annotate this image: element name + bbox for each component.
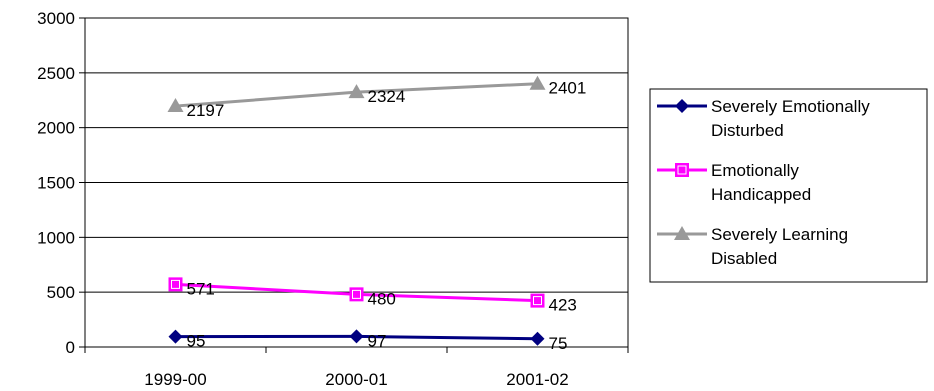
plot-area-border	[84, 17, 629, 348]
y-tick-label: 3000	[37, 9, 75, 28]
data-label: 2401	[549, 79, 587, 98]
data-point-2-2	[529, 75, 546, 90]
data-point-2-0	[167, 98, 184, 113]
axes: 0 500 1000 1500 2000 2500 3000 1999-00 2000-01 20…	[37, 9, 629, 389]
y-tick-label: 2500	[37, 64, 75, 83]
data-label: 95	[187, 332, 206, 351]
y-tick-label: 2000	[37, 119, 75, 138]
data-point-1-2-inner	[533, 296, 542, 306]
data-point-1-1	[349, 287, 364, 302]
data-label: 97	[368, 331, 387, 350]
data-point-1-1-inner	[352, 289, 361, 299]
series-group	[167, 75, 546, 346]
data-point-1-0	[168, 277, 183, 292]
data-label: 480	[368, 289, 396, 308]
data-label: 423	[549, 296, 577, 315]
data-labels: 95 97 75 571 480 423 2197 2324 2401	[187, 79, 587, 353]
data-point-0-1	[349, 329, 364, 344]
legend-box	[649, 88, 928, 283]
legend-label: Emotionally	[711, 161, 799, 180]
legend-marker-0	[675, 99, 689, 113]
legend-label: Severely Learning	[711, 225, 848, 244]
legend-label: Severely Emotionally	[711, 97, 870, 116]
y-tick-label: 1500	[37, 174, 75, 193]
data-label: 571	[187, 279, 215, 298]
y-tick-label: 1000	[37, 228, 75, 247]
y-tick-label: 500	[47, 283, 75, 302]
legend-label: Handicapped	[711, 185, 811, 204]
x-tick-label: 2001-02	[506, 370, 568, 389]
x-tick-label: 1999-00	[144, 370, 206, 389]
x-tick-label: 2000-01	[325, 370, 387, 389]
data-label: 75	[549, 334, 568, 353]
legend-marker-1-inner	[677, 165, 687, 175]
data-label: 2324	[368, 87, 406, 106]
y-tick-label: 0	[66, 338, 75, 357]
legend-marker-2	[674, 226, 690, 240]
data-point-1-0-inner	[171, 279, 180, 289]
legend-label: Disabled	[711, 249, 777, 268]
data-point-2-1	[348, 84, 365, 99]
data-point-0-0	[168, 329, 183, 344]
data-label: 2197	[187, 101, 225, 120]
legend: Severely Emotionally Disturbed Emotionally…	[649, 88, 928, 283]
legend-label: Disturbed	[711, 121, 784, 140]
legend-marker-1	[675, 163, 689, 177]
data-point-1-2	[530, 293, 545, 308]
data-point-0-2	[530, 331, 545, 346]
gridlines	[85, 17, 628, 293]
